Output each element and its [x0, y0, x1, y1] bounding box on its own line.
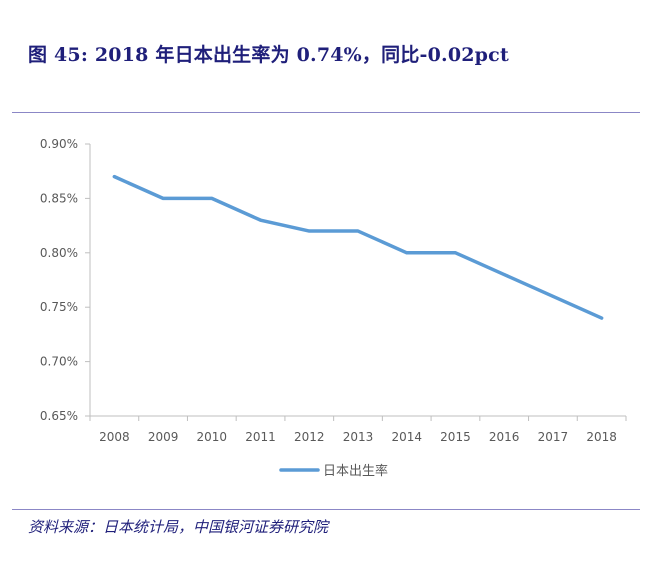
x-tick-label: 2018 [586, 430, 617, 444]
data-point [453, 251, 457, 255]
data-point [502, 273, 506, 277]
legend: 日本出生率 [279, 463, 388, 479]
data-point [356, 229, 360, 233]
y-tick-label: 0.65% [40, 409, 78, 423]
y-tick-label: 0.70% [40, 355, 78, 369]
source-divider [12, 509, 640, 510]
x-tick-label: 2014 [391, 430, 422, 444]
x-tick-label: 2010 [197, 430, 228, 444]
x-tick-label: 2009 [148, 430, 179, 444]
title-divider [12, 112, 640, 113]
x-tick-label: 2016 [489, 430, 520, 444]
x-tick-label: 2008 [99, 430, 130, 444]
line-chart: 0.65%0.70%0.75%0.80%0.85%0.90% 2008 2009 2… [40, 137, 627, 479]
source-note: 资料来源：日本统计局，中国银河证券研究院 [28, 518, 329, 536]
series-line [112, 174, 604, 320]
data-point [551, 294, 555, 298]
data-point [161, 196, 165, 200]
x-tick-label: 2012 [294, 430, 325, 444]
x-tick-label: 2013 [343, 430, 374, 444]
data-point [112, 175, 116, 179]
y-axis: 0.65% 0.70% 0.75% 0.80% 0.85% 0.90% [40, 137, 91, 423]
x-axis: 2008 2009 2010 2011 2012 2013 2014 2015 2016 2017… [89, 415, 627, 444]
data-point [600, 316, 604, 320]
figure-title: 图 45: 2018 年日本出生率为 0.74%，同比-0.02pct [28, 44, 509, 66]
data-point [405, 251, 409, 255]
data-point [259, 218, 263, 222]
x-tick-label: 2011 [245, 430, 276, 444]
series-area [112, 174, 604, 320]
y-tick-label: 0.75% [40, 300, 78, 314]
data-point [307, 229, 311, 233]
y-tick-label: 0.80% [40, 246, 78, 260]
data-point [210, 196, 214, 200]
x-tick-label: 2015 [440, 430, 471, 444]
x-tick-label: 2017 [538, 430, 569, 444]
y-tick-label: 0.85% [40, 191, 78, 205]
y-tick-label: 0.90% [40, 137, 78, 151]
legend-label: 日本出生率 [323, 463, 388, 479]
